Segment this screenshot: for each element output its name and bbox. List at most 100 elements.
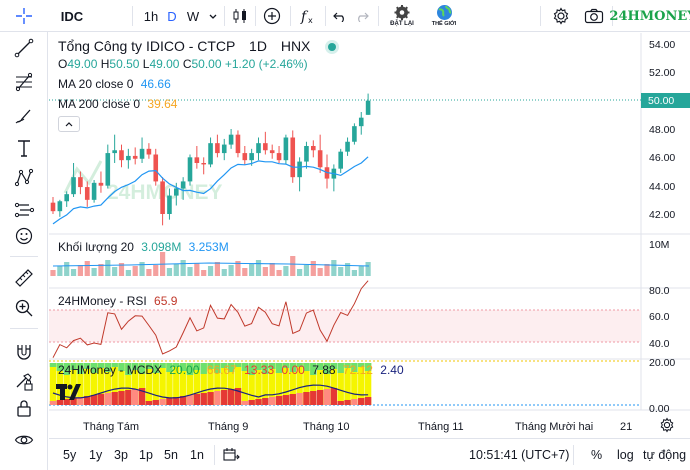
interval-w[interactable]: W [186,8,200,24]
candle-body [242,153,248,161]
mcdx-red-bar [200,393,207,405]
mcdx-label: 24HMoney - MCDX [58,363,163,377]
mcdx-green-bar [214,363,221,373]
volume-bar [98,264,104,276]
mcdx-green-bar [193,363,201,370]
volume-bar [118,263,125,276]
chart-area[interactable]: 24HMONEY 50.00 54.00 52.00 48.00 46.00 4… [49,33,690,438]
zoom-in-icon[interactable] [10,296,38,320]
interval-dropdown-icon[interactable] [206,0,220,32]
mcdx-green-bar [179,363,187,371]
mcdx-red-bar [214,391,221,405]
rsi-label: 24HMoney - RSI [58,294,147,308]
ruler-icon[interactable] [10,266,38,290]
ma20-label: MA 20 close 0 [58,77,134,91]
mcdx-yellow-bar [282,363,290,405]
mcdx-yellow-bar [173,363,180,405]
mcdx-red-bar [358,398,365,405]
brand-logo[interactable]: 24HMONEY [609,8,690,24]
mcdx-yellow-bar [214,363,221,405]
auto-scale-toggle[interactable]: tự động [643,448,687,462]
range-1n[interactable]: 1n [190,448,204,462]
mcdx-green-bar [70,363,77,370]
date-range-icon[interactable] [222,439,244,470]
rsi-legend[interactable]: 24HMoney - RSI 65.9 [58,294,177,308]
mcdx-red-bar [255,399,262,405]
candles-icon[interactable] [230,0,250,32]
settings-icon[interactable] [548,0,574,32]
candle-body [304,146,309,162]
volume-bar [344,263,351,276]
rsi-band [49,310,641,342]
mcdx-green-bar [186,363,194,375]
ma20-legend[interactable]: MA 20 close 0 46.66 [58,77,171,91]
range-1p[interactable]: 1p [139,448,153,462]
candle-body [338,151,343,169]
mcdx-green-bar [262,363,269,374]
interval-d[interactable]: D [167,8,177,24]
globe-icon [436,5,452,20]
tradingview-logo[interactable] [56,382,82,402]
mcdx-red-bar [70,398,77,405]
mcdx-red-bar [227,389,235,405]
chart-settings-icon[interactable] [660,417,674,433]
candle-body [91,182,97,200]
volume-value: 3.098M [141,240,182,254]
mcdx-red-bar [179,396,187,405]
volume-bar [112,267,118,276]
range-3p[interactable]: 3p [114,448,128,462]
collapse-legend-button[interactable] [58,116,80,132]
undo-icon[interactable] [330,0,350,32]
interval-1h[interactable]: 1h [143,8,159,24]
redo-icon[interactable] [352,0,372,32]
range-5n[interactable]: 5n [164,448,178,462]
change-value: +1.20 (+2.46%) [224,57,308,71]
symbol-search[interactable]: IDC [60,8,84,24]
chart-canvas[interactable]: 24HMONEY 50.00 54.00 52.00 48.00 46.00 4… [49,33,690,438]
mcdx-red-bar [310,391,317,405]
eye-icon[interactable] [10,428,38,452]
ma200-legend[interactable]: MA 200 close 0 39.64 [58,97,177,111]
mcdx-yellow-bar [145,363,153,405]
mcdx-green-bar [84,363,91,369]
pattern-icon[interactable] [10,166,38,190]
mcdx-yellow-bar [262,363,269,405]
lock-drawing-icon[interactable] [10,370,38,394]
volume-bar [139,262,145,276]
lock-icon[interactable] [10,396,38,420]
brush-icon[interactable] [10,104,38,128]
range-1y[interactable]: 1y [89,448,103,462]
reset-button[interactable]: ĐẶT LẠI [386,0,418,32]
mcdx-red-bar [323,389,331,405]
forecast-icon[interactable] [10,198,38,222]
crosshair-icon[interactable] [0,0,48,32]
add-indicator-icon[interactable] [260,0,284,32]
candles-layer [50,93,371,226]
emoji-icon[interactable] [10,224,38,248]
range-5y[interactable]: 5y [63,448,77,462]
mcdx-yellow-bar [289,363,296,405]
world-button[interactable]: THẾ GIỚI [428,0,460,32]
symbol-legend[interactable]: Tổng Công ty IDICO - CTCP 1D HNX [58,38,337,54]
log-toggle[interactable]: log [617,448,634,462]
camera-icon[interactable] [581,0,607,32]
price-label: 44.00 [649,181,675,193]
clock-time[interactable]: 10:51:41 (UTC+7) [469,448,570,462]
mcdx-yellow-bar [84,363,91,405]
magnet-icon[interactable] [10,340,38,364]
mcdx-red-bar [316,390,324,405]
text-icon[interactable] [10,136,38,160]
trend-line-icon[interactable] [10,36,38,60]
candle-body [317,150,323,168]
fib-retracement-icon[interactable] [10,70,38,94]
mcdx-red-bar [90,395,98,405]
volume-legend[interactable]: Khối lượng 20 3.098M 3.253M [58,240,229,254]
percent-toggle[interactable]: % [591,448,603,462]
l-value: 49.00 [149,57,180,71]
volume-bar [201,270,207,276]
mcdx-legend[interactable]: 24HMoney - MCDX 20.00 66.67 13.33 0.00 7… [58,363,404,377]
mcdx-yellow-bar [49,363,57,405]
mcdx-yellow-bar [364,363,372,405]
mcdx-red-bar [330,388,338,405]
